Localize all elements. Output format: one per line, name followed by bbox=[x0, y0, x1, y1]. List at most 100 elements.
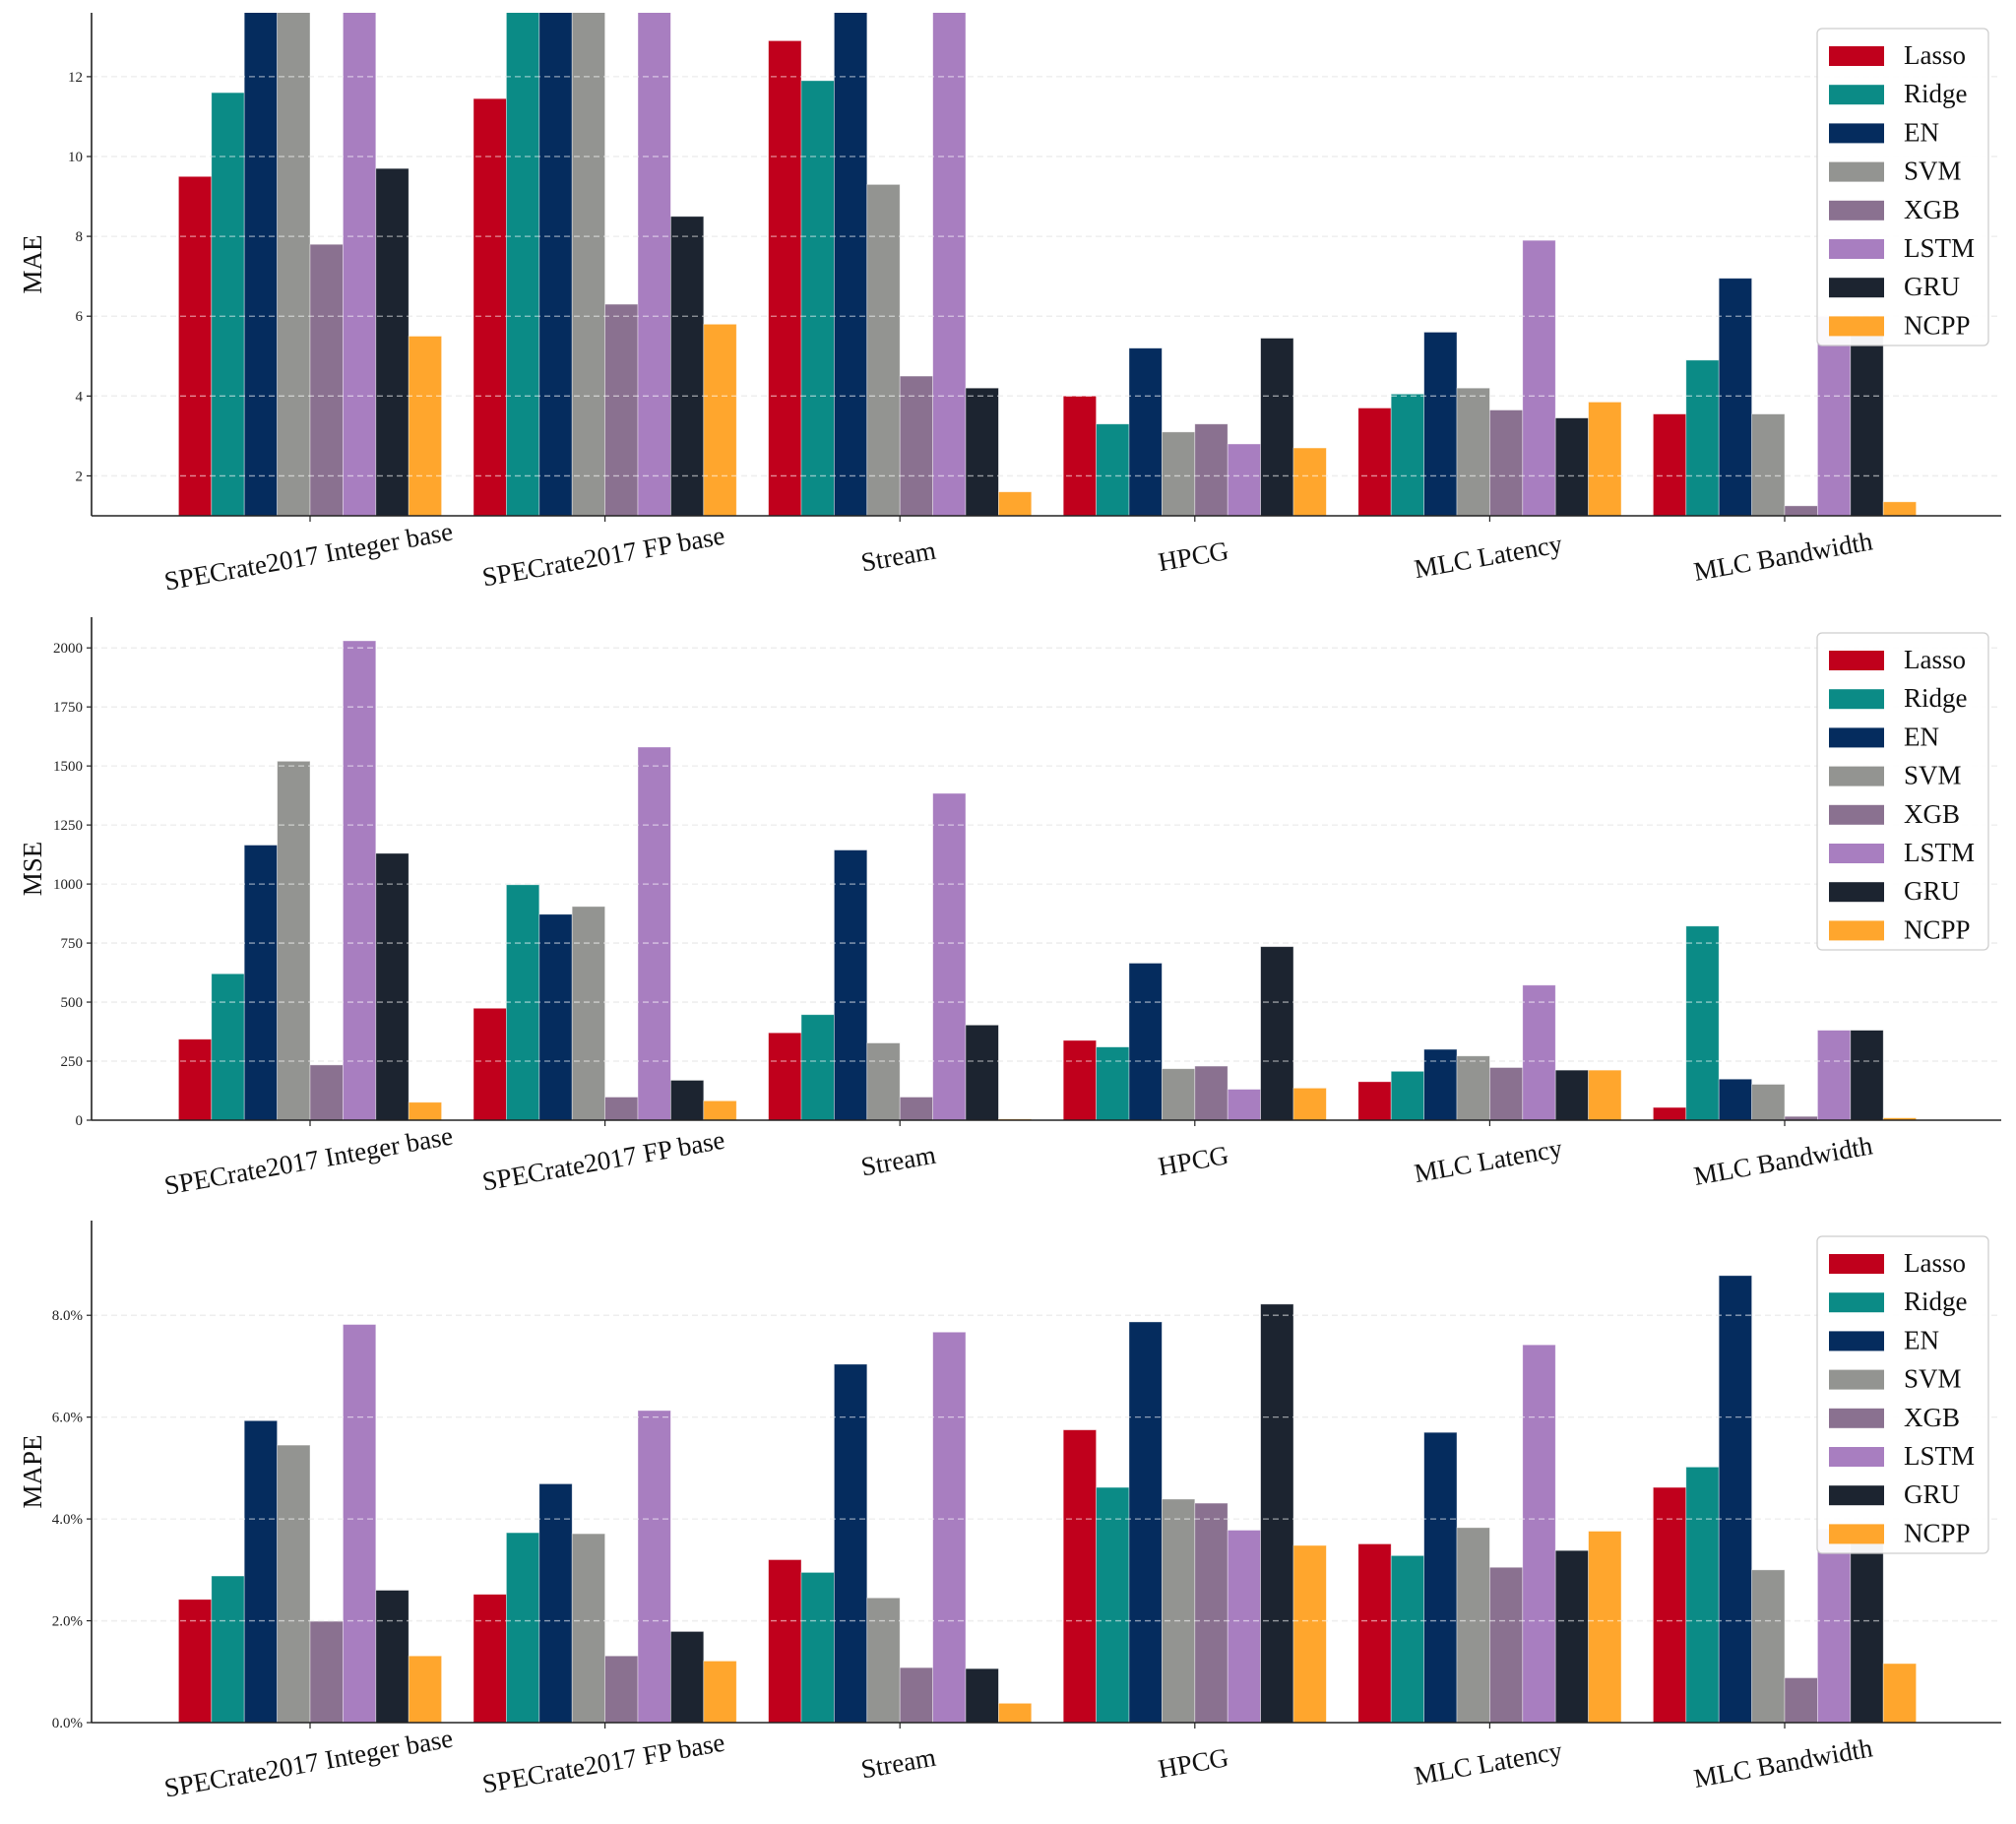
bar-ncpp bbox=[998, 1702, 1033, 1723]
legend-label-lstm: LSTM bbox=[1904, 1441, 1975, 1471]
bar-lasso bbox=[768, 1559, 802, 1723]
bar-lasso bbox=[177, 175, 213, 516]
legend-swatch-ncpp bbox=[1829, 316, 1884, 337]
legend-swatch-xgb bbox=[1829, 200, 1884, 220]
bar-ncpp bbox=[1292, 1087, 1327, 1120]
bar-en bbox=[834, 13, 868, 516]
bar-ridge bbox=[211, 973, 245, 1120]
legend: Lasso Ridge EN SVM XGB LSTM GRU NCPP bbox=[1816, 1235, 1989, 1554]
bar-ridge bbox=[1685, 1466, 1720, 1723]
legend-label-ncpp: NCPP bbox=[1904, 310, 1971, 340]
bar-ncpp bbox=[998, 491, 1033, 516]
bar-gru bbox=[1554, 1069, 1589, 1120]
bar-ncpp bbox=[1588, 1531, 1622, 1723]
legend-label-en: EN bbox=[1904, 117, 1939, 147]
y-tick-label: 250 bbox=[61, 1054, 84, 1070]
bar-xgb bbox=[899, 1667, 934, 1723]
bar-lasso bbox=[768, 1032, 802, 1120]
bar-svm bbox=[866, 1597, 901, 1723]
bar-xgb bbox=[309, 1620, 344, 1723]
y-tick-label: 1500 bbox=[53, 759, 83, 775]
bar-lstm bbox=[932, 13, 967, 516]
y-tick-label: 6.0% bbox=[52, 1411, 83, 1426]
chart-mae: 2 4 6 8 10 12 SPECrate2017 Integer base SPECrat… bbox=[18, 13, 2001, 597]
bar-gru bbox=[1260, 1303, 1294, 1723]
bar-lstm bbox=[1817, 1030, 1852, 1120]
legend-box bbox=[1816, 28, 1989, 346]
legend-label-gru: GRU bbox=[1904, 1479, 1960, 1509]
bar-lstm bbox=[342, 13, 377, 516]
bars bbox=[92, 13, 2001, 516]
bar-ncpp bbox=[408, 1101, 443, 1120]
legend-label-svm: SVM bbox=[1904, 1364, 1962, 1394]
bar-lstm bbox=[932, 1331, 967, 1723]
bar-svm bbox=[1751, 1569, 1786, 1723]
bar-ridge bbox=[1096, 1486, 1130, 1723]
x-tick-label: MLC Latency bbox=[1412, 529, 1565, 584]
bar-gru bbox=[375, 167, 410, 516]
bar-ridge bbox=[506, 1532, 540, 1723]
bar-ncpp bbox=[703, 1661, 737, 1723]
bar-ridge bbox=[211, 1575, 245, 1723]
bar-en bbox=[1128, 1321, 1163, 1723]
bar-ridge bbox=[1390, 1554, 1424, 1723]
y-axis-label: MSE bbox=[18, 842, 47, 897]
legend-swatch-ridge bbox=[1829, 1292, 1884, 1313]
bar-en bbox=[834, 1363, 868, 1723]
legend-swatch-ncpp bbox=[1829, 920, 1884, 941]
bar-lstm bbox=[342, 640, 377, 1120]
x-tick-label: SPECrate2017 FP base bbox=[480, 1728, 727, 1799]
bar-xgb bbox=[1489, 409, 1524, 516]
bar-en bbox=[834, 849, 868, 1120]
bar-lasso bbox=[472, 97, 507, 516]
legend-label-ridge: Ridge bbox=[1904, 79, 1968, 108]
y-tick-label: 2.0% bbox=[52, 1614, 83, 1630]
bar-lstm bbox=[1817, 1529, 1852, 1723]
bar-en bbox=[1718, 1078, 1752, 1120]
x-tick-label: MLC Latency bbox=[1412, 1735, 1565, 1791]
legend-label-xgb: XGB bbox=[1904, 1403, 1960, 1432]
bar-svm bbox=[1751, 1084, 1786, 1120]
bar-svm bbox=[1751, 413, 1786, 516]
x-tick-label: MLC Bandwidth bbox=[1691, 526, 1875, 587]
legend-label-ncpp: NCPP bbox=[1904, 1518, 1971, 1547]
bar-xgb bbox=[309, 243, 344, 516]
bar-gru bbox=[1554, 1549, 1589, 1723]
legend-swatch-ncpp bbox=[1829, 1524, 1884, 1544]
bar-lasso bbox=[1062, 1039, 1097, 1120]
bar-lstm bbox=[1522, 239, 1556, 516]
x-tick-label: Stream bbox=[858, 535, 938, 578]
bar-en bbox=[1423, 1431, 1458, 1723]
x-tick-label: MLC Bandwidth bbox=[1691, 1130, 1875, 1191]
legend: Lasso Ridge EN SVM XGB LSTM GRU NCPP bbox=[1816, 28, 1989, 346]
bar-lstm bbox=[637, 1410, 671, 1723]
legend-label-en: EN bbox=[1904, 722, 1939, 751]
bar-xgb bbox=[1489, 1067, 1524, 1120]
bar-lasso bbox=[1653, 1486, 1687, 1723]
bar-svm bbox=[866, 183, 901, 516]
bar-svm bbox=[1456, 1055, 1490, 1120]
bar-ridge bbox=[1390, 1070, 1424, 1120]
bar-ncpp bbox=[408, 336, 443, 516]
legend-label-ridge: Ridge bbox=[1904, 683, 1968, 713]
bar-xgb bbox=[1194, 1502, 1228, 1723]
bar-ridge bbox=[1096, 1046, 1130, 1120]
legend-swatch-lasso bbox=[1829, 46, 1884, 66]
y-tick-label: 4.0% bbox=[52, 1512, 83, 1528]
bar-en bbox=[1128, 963, 1163, 1120]
bar-en bbox=[538, 913, 573, 1120]
legend-box bbox=[1816, 1235, 1989, 1554]
legend-swatch-lstm bbox=[1829, 844, 1884, 863]
bar-xgb bbox=[1784, 505, 1818, 516]
legend-label-lasso: Lasso bbox=[1904, 645, 1966, 674]
legend-swatch-lstm bbox=[1829, 1447, 1884, 1467]
bar-ridge bbox=[800, 80, 835, 516]
bar-svm bbox=[1162, 1498, 1196, 1723]
bar-lasso bbox=[1653, 1106, 1687, 1120]
bar-svm bbox=[1456, 387, 1490, 516]
bar-ridge bbox=[506, 13, 540, 516]
bar-ridge bbox=[800, 1014, 835, 1120]
y-tick-label: 2000 bbox=[53, 641, 83, 657]
legend-label-gru: GRU bbox=[1904, 876, 1960, 906]
